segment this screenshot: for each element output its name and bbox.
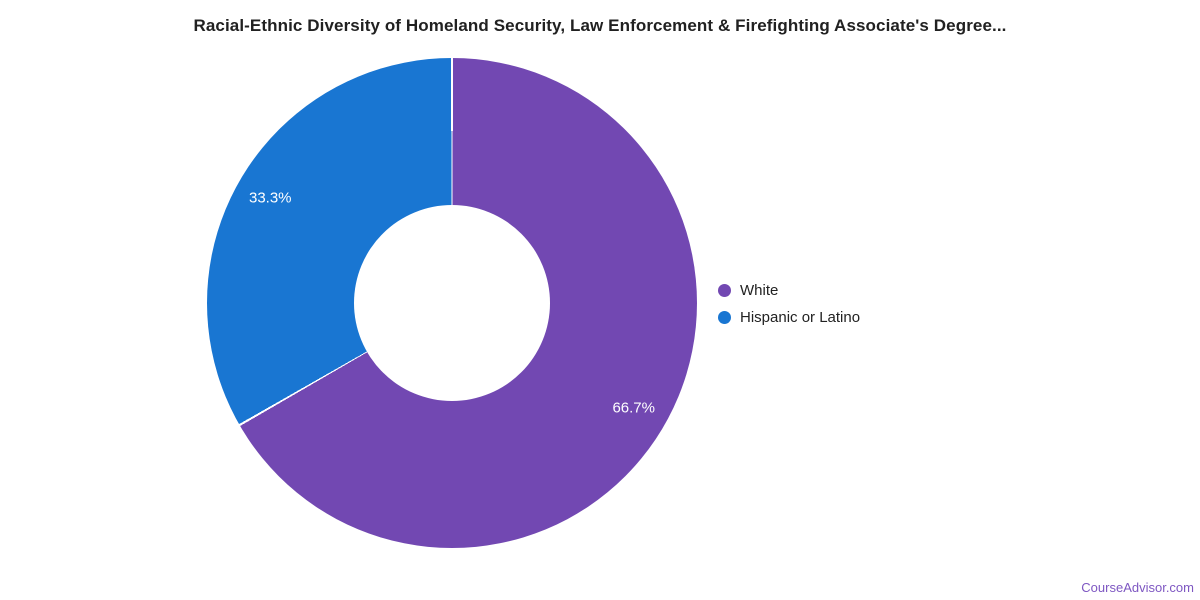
slice-label-hispanic-or-latino: 33.3% (248, 189, 292, 207)
slice-label-white: 66.7% (612, 399, 655, 417)
legend-swatch-white-icon (718, 284, 731, 297)
legend-item-white: White (718, 277, 860, 304)
legend-swatch-hispanic-or-latino-icon (718, 311, 731, 324)
donut-hole (354, 205, 550, 401)
legend: White Hispanic or Latino (718, 277, 860, 331)
legend-label-hispanic-or-latino: Hispanic or Latino (740, 309, 861, 326)
legend-item-hispanic-or-latino: Hispanic or Latino (718, 304, 860, 331)
legend-label-white: White (740, 282, 779, 299)
chart-title: Racial-Ethnic Diversity of Homeland Secu… (193, 16, 1007, 35)
courseadvisor-link[interactable]: CourseAdvisor.com (1081, 580, 1194, 595)
